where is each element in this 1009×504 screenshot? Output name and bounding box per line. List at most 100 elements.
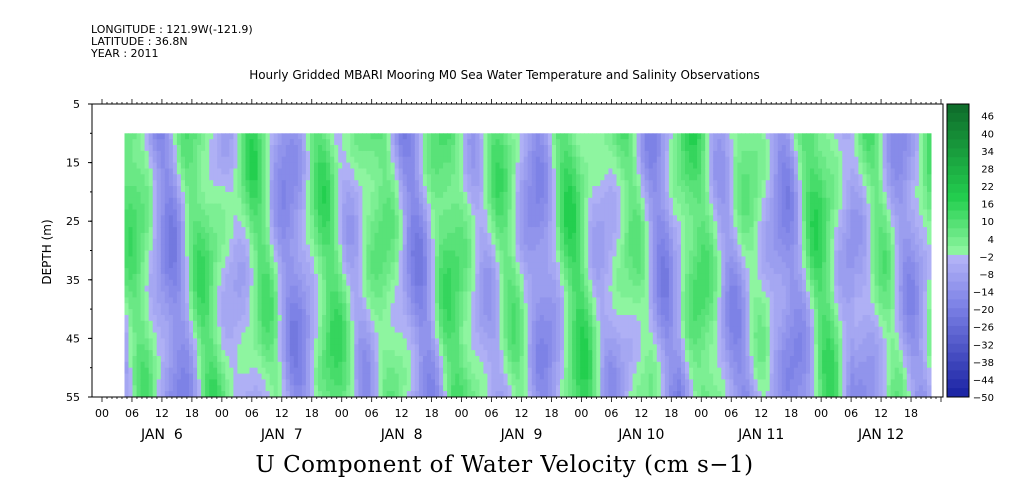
heatmap-cell [366,379,371,386]
heatmap-cell [233,168,238,175]
heatmap-cell [483,373,488,380]
heatmap-cell [547,191,553,199]
heatmap-cell [459,268,464,275]
heatmap-cell [451,168,456,175]
heatmap-cell [297,244,303,251]
heatmap-cell [338,256,343,263]
heatmap-cell [140,285,146,293]
heatmap-cell [128,250,133,257]
heatmap-cell [197,309,202,316]
heatmap-cell [237,291,242,298]
heatmap-cell [426,227,432,234]
heatmap-cell [205,250,210,257]
heatmap-cell [273,373,279,380]
heatmap-cell [447,344,452,351]
heatmap-cell [164,350,170,357]
heatmap-cell [443,221,448,228]
heatmap-cell [366,262,371,269]
heatmap-cell [249,203,254,210]
heatmap-cell [390,379,396,386]
heatmap-cell [293,279,299,287]
heatmap-cell [326,332,331,339]
heatmap-cell [362,291,367,298]
heatmap-cell [245,350,250,357]
heatmap-cell [305,391,311,398]
heatmap-cell [539,180,545,187]
heatmap-cell [491,315,496,322]
heatmap-cell [233,338,238,345]
heatmap-cell [531,279,537,287]
heatmap-cell [330,262,335,269]
heatmap-cell [172,320,178,328]
heatmap-cell [326,162,331,169]
heatmap-cell [277,320,283,328]
heatmap-cell [362,332,367,339]
heatmap-cell [362,191,367,199]
heatmap-cell [378,350,383,357]
heatmap-cell [301,385,307,392]
heatmap-cell [503,344,508,351]
heatmap-cell [322,215,327,222]
heatmap-cell [148,203,154,210]
heatmap-cell [229,379,234,386]
heatmap-cell [217,367,222,375]
heatmap-cell [414,285,420,293]
heatmap-cell [209,156,214,164]
heatmap-cell [289,186,295,193]
heatmap-cell [221,350,226,357]
heatmap-cell [515,168,521,175]
heatmap-cell [144,379,150,386]
heatmap-cell [402,174,408,181]
heatmap-cell [382,232,388,240]
heatmap-cell [245,145,250,152]
heatmap-cell [277,356,283,363]
heatmap-cell [197,338,202,345]
heatmap-cell [439,209,444,216]
heatmap-cell [491,262,496,269]
heatmap-cell [503,303,508,310]
heatmap-cell [551,156,557,164]
heatmap-cell [281,320,287,328]
heatmap-cell [370,373,375,380]
heatmap-cell [366,332,371,339]
heatmap-cell [398,133,404,140]
heatmap-cell [172,186,178,193]
heatmap-cell [560,262,565,269]
heatmap-cell [277,209,283,216]
heatmap-cell [495,221,500,228]
heatmap-cell [261,391,267,398]
heatmap-cell [289,350,295,357]
heatmap-cell [156,268,162,275]
heatmap-cell [556,350,561,357]
heatmap-cell [201,309,206,316]
heatmap-cell [189,209,194,216]
heatmap-cell [382,156,388,164]
heatmap-cell [551,209,557,216]
heatmap-cell [471,391,476,398]
heatmap-cell [213,350,218,357]
heatmap-cell [479,309,484,316]
heatmap-cell [556,326,561,334]
heatmap-cell [201,191,206,199]
heatmap-cell [422,209,428,216]
heatmap-cell [342,150,347,158]
heatmap-cell [285,203,291,210]
heatmap-cell [547,309,553,316]
heatmap-cell [249,174,254,181]
heatmap-cell [132,303,137,310]
heatmap-cell [386,186,392,193]
heatmap-cell [342,279,347,287]
heatmap-cell [144,180,150,187]
heatmap-cell [366,168,371,175]
heatmap-cell [249,268,254,275]
heatmap-cell [217,168,222,175]
heatmap-cell [471,338,476,345]
heatmap-cell [257,174,263,181]
heatmap-cell [213,180,218,187]
heatmap-cell [209,221,214,228]
heatmap-cell [507,385,513,392]
heatmap-cell [322,356,327,363]
heatmap-cell [523,297,529,304]
heatmap-cell [483,361,488,369]
heatmap-cell [378,186,383,193]
